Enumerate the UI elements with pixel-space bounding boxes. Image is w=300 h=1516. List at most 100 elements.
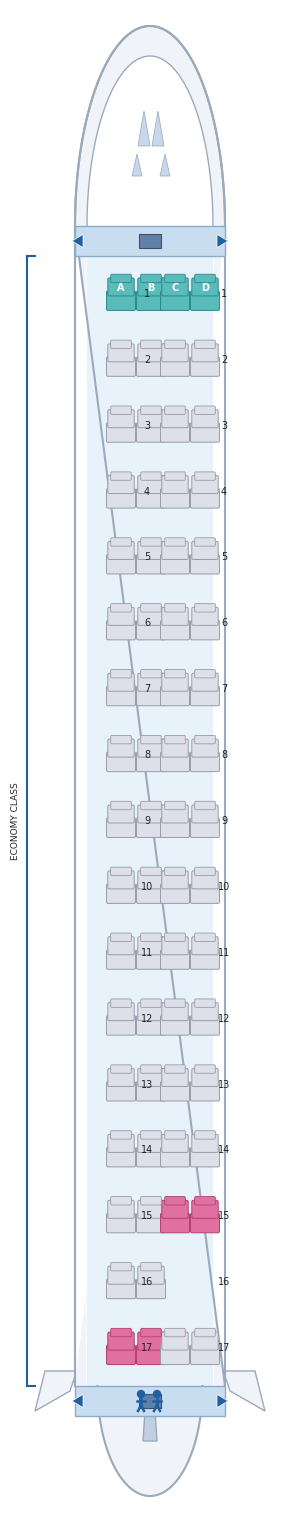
FancyBboxPatch shape [160, 687, 190, 706]
FancyBboxPatch shape [138, 937, 164, 955]
FancyBboxPatch shape [165, 735, 185, 744]
FancyBboxPatch shape [111, 274, 131, 282]
FancyBboxPatch shape [195, 670, 215, 678]
FancyBboxPatch shape [138, 1266, 164, 1284]
FancyBboxPatch shape [165, 340, 185, 349]
FancyBboxPatch shape [106, 884, 136, 904]
FancyBboxPatch shape [192, 740, 218, 756]
FancyBboxPatch shape [165, 471, 185, 481]
FancyBboxPatch shape [106, 1213, 136, 1233]
FancyBboxPatch shape [141, 932, 161, 941]
FancyBboxPatch shape [160, 356, 190, 376]
FancyBboxPatch shape [108, 1201, 134, 1219]
FancyBboxPatch shape [165, 1064, 185, 1073]
Text: 11: 11 [141, 948, 153, 958]
FancyBboxPatch shape [165, 538, 185, 546]
FancyBboxPatch shape [138, 870, 164, 888]
FancyBboxPatch shape [106, 687, 136, 706]
FancyBboxPatch shape [195, 802, 215, 810]
FancyBboxPatch shape [136, 1148, 166, 1167]
Text: 13: 13 [141, 1079, 153, 1090]
FancyBboxPatch shape [195, 932, 215, 941]
FancyBboxPatch shape [160, 1016, 190, 1035]
FancyBboxPatch shape [141, 1196, 161, 1205]
Text: 6: 6 [221, 619, 227, 628]
FancyBboxPatch shape [190, 1148, 220, 1167]
FancyBboxPatch shape [165, 999, 185, 1007]
Text: 12: 12 [141, 1014, 153, 1023]
Text: 10: 10 [218, 882, 230, 891]
FancyBboxPatch shape [160, 1213, 190, 1233]
FancyBboxPatch shape [195, 1328, 215, 1337]
FancyBboxPatch shape [195, 1064, 215, 1073]
FancyBboxPatch shape [160, 1345, 190, 1364]
FancyBboxPatch shape [195, 603, 215, 612]
FancyBboxPatch shape [160, 884, 190, 904]
FancyBboxPatch shape [195, 406, 215, 414]
FancyBboxPatch shape [162, 541, 188, 559]
FancyBboxPatch shape [108, 1134, 134, 1152]
Polygon shape [75, 26, 225, 1496]
Text: 17: 17 [218, 1343, 230, 1354]
Bar [139, 1395, 161, 1408]
FancyBboxPatch shape [162, 1134, 188, 1152]
FancyBboxPatch shape [136, 1081, 166, 1101]
FancyBboxPatch shape [190, 555, 220, 575]
FancyBboxPatch shape [106, 488, 136, 508]
FancyBboxPatch shape [190, 687, 220, 706]
FancyBboxPatch shape [111, 538, 131, 546]
FancyBboxPatch shape [160, 291, 190, 311]
FancyBboxPatch shape [136, 291, 166, 311]
FancyBboxPatch shape [162, 673, 188, 691]
FancyBboxPatch shape [190, 819, 220, 837]
FancyBboxPatch shape [106, 1280, 136, 1299]
FancyBboxPatch shape [108, 805, 134, 823]
FancyBboxPatch shape [190, 356, 220, 376]
FancyBboxPatch shape [190, 488, 220, 508]
FancyBboxPatch shape [165, 274, 185, 282]
FancyBboxPatch shape [165, 406, 185, 414]
FancyBboxPatch shape [162, 1002, 188, 1020]
FancyBboxPatch shape [141, 274, 161, 282]
FancyBboxPatch shape [136, 819, 166, 837]
Text: 2: 2 [221, 355, 227, 365]
FancyBboxPatch shape [111, 670, 131, 678]
FancyBboxPatch shape [195, 274, 215, 282]
FancyBboxPatch shape [108, 673, 134, 691]
FancyBboxPatch shape [111, 1131, 131, 1139]
FancyBboxPatch shape [195, 1131, 215, 1139]
FancyBboxPatch shape [190, 884, 220, 904]
FancyBboxPatch shape [190, 1016, 220, 1035]
Polygon shape [132, 155, 142, 176]
FancyBboxPatch shape [136, 1345, 166, 1364]
FancyBboxPatch shape [136, 555, 166, 575]
Polygon shape [138, 111, 150, 146]
FancyBboxPatch shape [190, 752, 220, 772]
FancyBboxPatch shape [160, 488, 190, 508]
FancyBboxPatch shape [141, 1328, 161, 1337]
FancyBboxPatch shape [195, 471, 215, 481]
FancyBboxPatch shape [162, 937, 188, 955]
FancyBboxPatch shape [108, 608, 134, 626]
FancyBboxPatch shape [138, 608, 164, 626]
FancyBboxPatch shape [195, 999, 215, 1007]
FancyBboxPatch shape [160, 555, 190, 575]
FancyBboxPatch shape [192, 1333, 218, 1351]
FancyBboxPatch shape [108, 277, 134, 296]
FancyBboxPatch shape [136, 949, 166, 969]
FancyBboxPatch shape [192, 805, 218, 823]
Text: 15: 15 [141, 1211, 153, 1222]
FancyBboxPatch shape [160, 620, 190, 640]
Text: 10: 10 [141, 882, 153, 891]
FancyBboxPatch shape [192, 476, 218, 494]
FancyBboxPatch shape [165, 802, 185, 810]
FancyBboxPatch shape [136, 884, 166, 904]
FancyBboxPatch shape [141, 999, 161, 1007]
FancyBboxPatch shape [141, 670, 161, 678]
FancyBboxPatch shape [108, 1333, 134, 1351]
FancyBboxPatch shape [165, 670, 185, 678]
Text: 14: 14 [218, 1146, 230, 1155]
FancyBboxPatch shape [190, 620, 220, 640]
Text: 3: 3 [221, 421, 227, 431]
FancyBboxPatch shape [162, 409, 188, 428]
